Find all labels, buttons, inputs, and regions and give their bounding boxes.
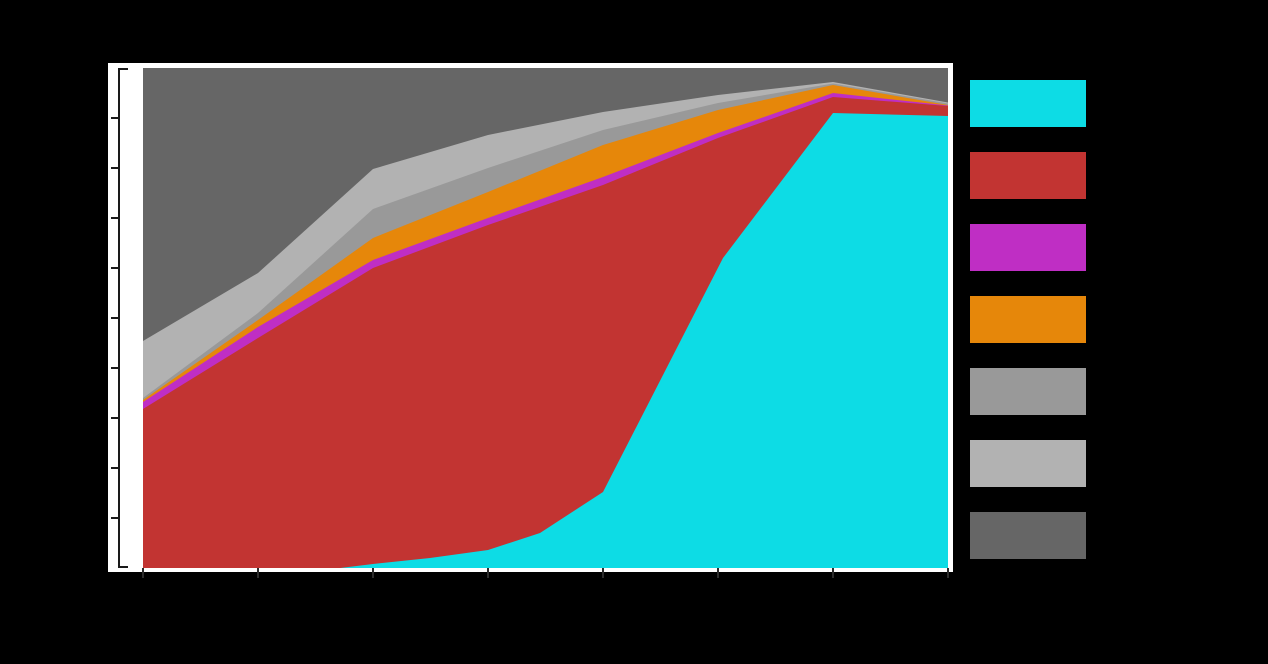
x-axis-tick <box>832 568 834 578</box>
y-axis-top-cap <box>118 68 128 70</box>
legend-swatch-dark-gray <box>970 512 1086 559</box>
x-axis-tick <box>142 568 144 578</box>
legend-swatch-light-gray <box>970 440 1086 487</box>
x-axis-tick <box>487 568 489 578</box>
legend-swatch-orange <box>970 296 1086 343</box>
y-axis-tick <box>111 317 120 319</box>
x-axis-tick <box>257 568 259 578</box>
legend-swatch-red <box>970 152 1086 199</box>
y-axis-tick <box>111 517 120 519</box>
y-axis-tick <box>111 167 120 169</box>
y-axis-tick <box>111 417 120 419</box>
x-axis-tick <box>602 568 604 578</box>
y-axis-tick <box>111 367 120 369</box>
x-axis-tick <box>372 568 374 578</box>
y-axis-bottom-cap <box>118 566 128 568</box>
axes-panel <box>108 63 953 572</box>
x-axis <box>142 568 950 578</box>
y-axis-tick <box>111 117 120 119</box>
legend-swatch-gray <box>970 368 1086 415</box>
plot-area <box>143 68 948 568</box>
legend-swatch-magenta <box>970 224 1086 271</box>
y-axis-tick <box>111 267 120 269</box>
y-axis-tick <box>111 217 120 219</box>
x-axis-tick <box>947 568 949 578</box>
legend <box>970 80 1086 584</box>
y-axis-tick <box>111 467 120 469</box>
x-axis-tick <box>717 568 719 578</box>
y-axis <box>108 63 143 572</box>
area-series-cyan <box>143 113 948 568</box>
legend-swatch-cyan <box>970 80 1086 127</box>
stacked-area-chart <box>143 68 948 568</box>
